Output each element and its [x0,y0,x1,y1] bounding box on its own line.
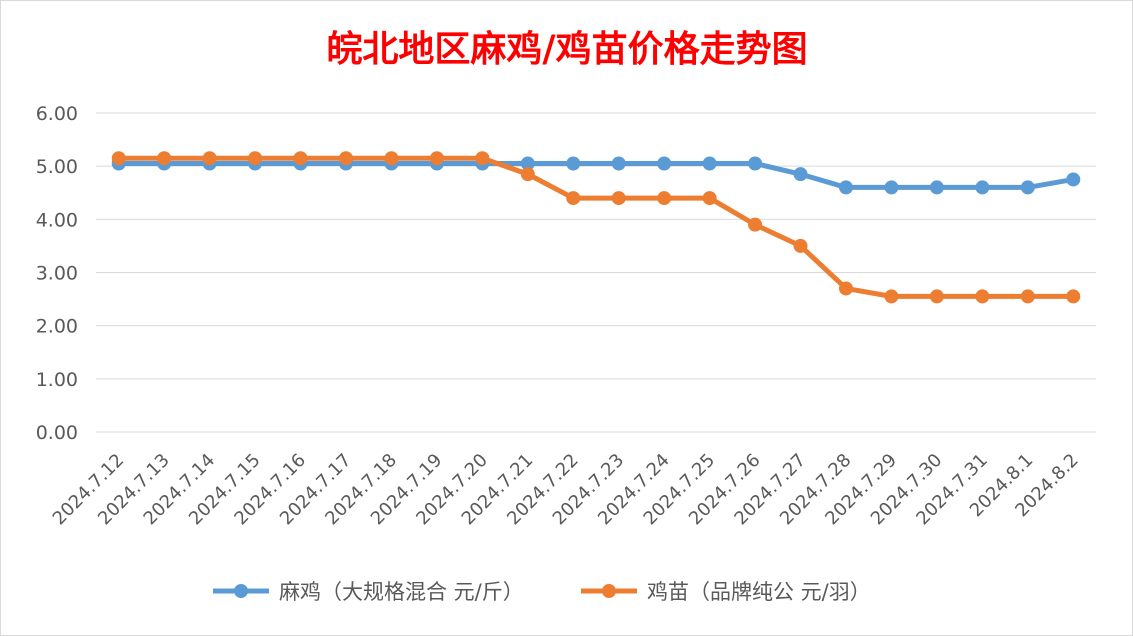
legend-item: 麻鸡（大规格混合 元/斤） [213,580,524,604]
data-point [566,156,581,171]
data-point [1066,289,1081,304]
data-point [793,167,808,182]
data-point [248,151,263,166]
legend-marker [234,584,248,598]
gridlines [96,112,1096,433]
data-point [793,238,808,253]
series-line [116,155,1076,299]
data-point [702,156,717,171]
data-point [202,151,217,166]
data-point [520,167,535,182]
series-2 [111,151,1081,304]
data-point [429,151,444,166]
data-point [520,156,535,171]
data-point [657,156,672,171]
data-point [839,180,853,195]
data-point [157,151,172,166]
data-point [884,180,899,195]
y-tick-label: 0.00 [36,422,78,444]
data-point [611,156,626,171]
data-point [293,151,308,166]
data-point [384,151,399,166]
data-point [611,191,626,206]
x-axis-ticks: 2024.7.122024.7.132024.7.142024.7.152024… [49,450,1083,530]
chart-title: 皖北地区麻鸡/鸡苗价格走势图 [326,28,807,70]
data-point [929,180,944,195]
y-tick-label: 5.00 [36,156,78,178]
data-point [748,217,763,232]
data-point [929,289,944,304]
data-point [1066,172,1081,187]
legend-label: 麻鸡（大规格混合 元/斤） [279,580,524,604]
y-tick-label: 2.00 [36,316,78,338]
legend-label: 鸡苗（品牌纯公 元/羽） [647,580,871,604]
legend-marker [602,584,616,598]
data-point [566,191,581,206]
data-point [111,151,126,166]
data-point [884,289,899,304]
data-point [1020,289,1035,304]
data-point [1020,180,1035,195]
data-point [657,191,672,206]
data-point [475,151,490,166]
y-tick-label: 3.00 [36,263,78,285]
y-axis-ticks: 0.00 1.00 2.00 3.00 4.00 5.00 6.00 [36,103,78,444]
series-lines [111,151,1081,304]
y-tick-label: 1.00 [36,369,78,391]
data-point [702,191,717,206]
y-tick-label: 4.00 [36,209,78,231]
data-point [748,156,763,171]
legend-item: 鸡苗（品牌纯公 元/羽） [581,580,871,604]
legend: 麻鸡（大规格混合 元/斤） 鸡苗（品牌纯公 元/羽） [213,580,871,604]
data-point [839,281,853,296]
data-point [339,151,353,166]
series-line [116,161,1076,190]
data-point [975,289,990,304]
y-tick-label: 6.00 [36,103,78,125]
data-point [975,180,990,195]
